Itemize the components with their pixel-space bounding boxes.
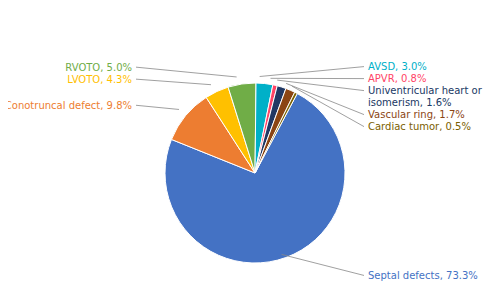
svg-text:Septal defects, 73.3%: Septal defects, 73.3% <box>368 270 478 281</box>
svg-text:AVSD, 3.0%: AVSD, 3.0% <box>368 61 427 72</box>
svg-text:LVOTO, 4.3%: LVOTO, 4.3% <box>67 74 132 85</box>
svg-text:Conotruncal defect, 9.8%: Conotruncal defect, 9.8% <box>8 100 132 111</box>
svg-text:RVOTO, 5.0%: RVOTO, 5.0% <box>65 62 132 73</box>
svg-text:Cardiac tumor, 0.5%: Cardiac tumor, 0.5% <box>368 121 471 132</box>
svg-text:Univentricular heart orisomeri: Univentricular heart orisomerism, 1.6% <box>368 85 483 108</box>
svg-text:APVR, 0.8%: APVR, 0.8% <box>368 73 426 84</box>
svg-text:Vascular ring, 1.7%: Vascular ring, 1.7% <box>368 109 465 120</box>
